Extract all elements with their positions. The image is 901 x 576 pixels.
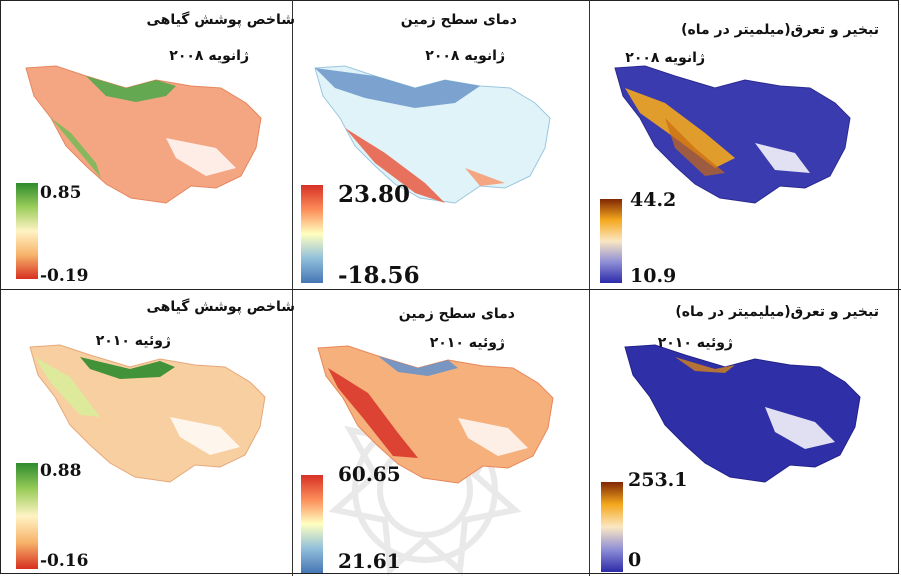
legend-colorbar-ndvi-jul [16,463,38,569]
legend-max-value: 60.65 [338,462,401,486]
legend-colorbar-et-jul [601,482,623,572]
map-ndvi-jan-2008 [25,65,262,204]
map-ndvi-jul-2010 [29,344,266,483]
panel-title: دمای سطح زمین [400,12,517,28]
iran-map-et-jul [624,344,861,483]
panel-date: ژانویه ۲۰۰۸ [625,50,705,66]
legend-colorbar-lst-jan [301,185,323,283]
map-lst-jul-2010 [317,345,554,484]
legend-min-value: -18.56 [338,262,420,289]
legend-min-value: -0.19 [40,266,89,286]
panel-title: شاخص پوشش گیاهی [146,12,295,28]
legend-max-value: 0.88 [40,461,82,481]
panel-title: تبخیر و تعرق(میلیمیتر در ماه) [675,304,879,320]
panel-date: ژانویه ۲۰۰۸ [425,48,505,64]
legend-colorbar-lst-jul [301,475,323,573]
legend-min-value: -0.16 [40,551,89,571]
column-divider-1 [292,0,293,576]
legend-min-value: 0 [628,549,642,571]
legend-colorbar-et-jan [600,199,622,283]
panel-date: ژوئیه ۲۰۱۰ [657,335,733,351]
legend-max-value: 0.85 [40,183,82,203]
map-et-jan-2008 [614,65,851,204]
legend-max-value: 23.80 [338,181,411,208]
panel-date: ژوئیه ۲۰۱۰ [95,333,171,349]
panel-title: شاخص پوشش گیاهی [146,299,295,315]
panel-title: دمای سطح زمین [398,306,515,322]
legend-max-value: 44.2 [630,189,677,211]
map-et-jul-2010 [624,344,861,483]
column-divider-2 [589,0,590,576]
legend-min-value: 10.9 [630,265,677,287]
panel-title: تبخیر و تعرق(میلمیتر در ماه) [681,22,879,38]
legend-max-value: 253.1 [628,469,688,491]
iran-map-et-jan [614,65,851,204]
legend-min-value: 21.61 [338,549,401,573]
panel-date: ژانویه ۲۰۰۸ [169,48,249,64]
legend-colorbar-ndvi-jan [16,183,38,279]
map-lst-jan-2008 [314,65,551,204]
row-divider [0,289,901,290]
panel-date: ژوئیه ۲۰۱۰ [429,335,505,351]
